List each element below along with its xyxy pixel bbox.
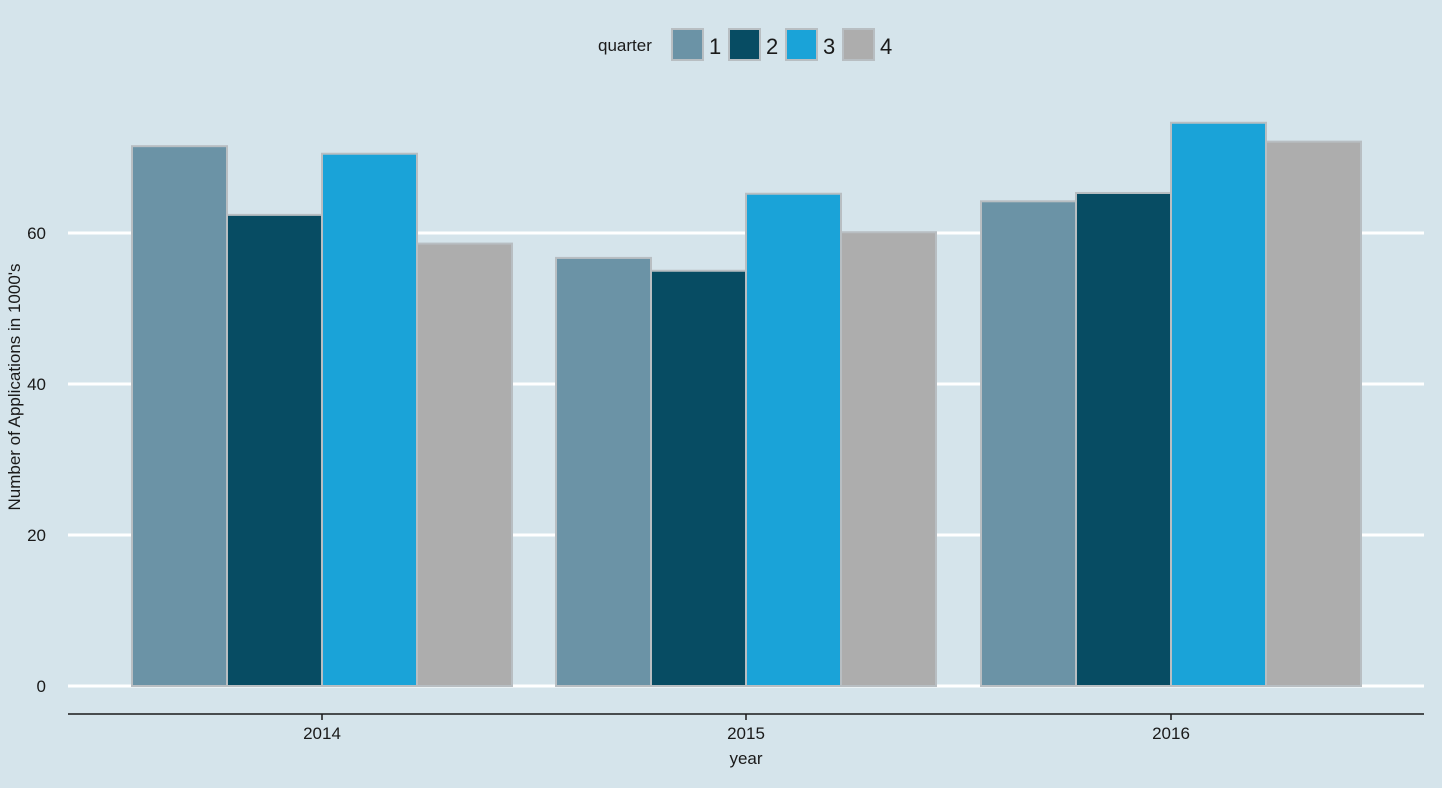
legend-label-4: 4 [880, 34, 892, 59]
bar-2016-q3 [1170, 121, 1267, 687]
legend-label-3: 3 [823, 34, 835, 59]
y-axis-title: Number of Applications in 1000's [5, 263, 24, 510]
bar-2015-q2 [650, 269, 747, 687]
bar-2015-q4 [840, 231, 937, 687]
bar-2014-q2 [226, 213, 323, 687]
y-tick-label: 60 [27, 224, 46, 243]
x-tick-label: 2014 [303, 724, 341, 743]
bar-2015-q3 [745, 192, 842, 688]
legend-key-2 [728, 28, 761, 61]
bar-2016-q2 [1075, 191, 1172, 688]
y-tick-label: 0 [37, 677, 46, 696]
x-tick-labels: 2014 2015 2016 [303, 714, 1190, 743]
bar-2014-q1 [131, 145, 228, 688]
x-tick-label: 2015 [727, 724, 765, 743]
legend-key-4 [842, 28, 875, 61]
bar-2014-q4 [416, 242, 513, 687]
legend-key-3 [785, 28, 818, 61]
y-tick-label: 40 [27, 375, 46, 394]
legend-title: quarter [598, 36, 652, 55]
bars [131, 121, 1362, 688]
x-axis-title: year [729, 749, 762, 768]
legend-label-1: 1 [709, 34, 721, 59]
bar-2016-q1 [980, 200, 1077, 687]
legend-label-2: 2 [766, 34, 778, 59]
x-tick-label: 2016 [1152, 724, 1190, 743]
y-tick-labels: 0 20 40 60 [27, 224, 46, 696]
y-tick-label: 20 [27, 526, 46, 545]
bar-2014-q3 [321, 152, 418, 688]
legend: quarter 1 2 3 4 [598, 28, 892, 61]
legend-key-1 [671, 28, 704, 61]
bar-2016-q4 [1265, 140, 1362, 687]
bar-2015-q1 [555, 256, 652, 687]
